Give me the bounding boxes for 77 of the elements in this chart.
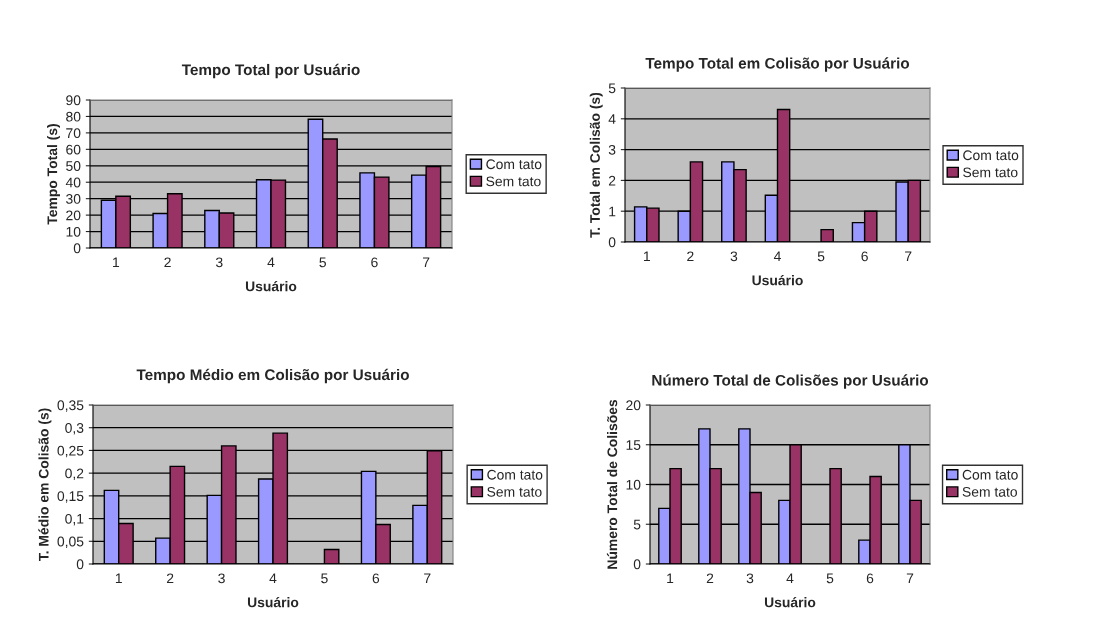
legend-label: Sem tato [963,167,1018,178]
legend-label: Sem tato [486,176,541,187]
x-tick-label: 6 [866,573,874,584]
x-tick-label: 1 [643,251,650,262]
y-tick-label: 20 [626,400,641,411]
x-tick-label: 2 [687,251,694,262]
x-tick-label: 3 [218,573,225,584]
x-tick-label: 6 [372,573,380,584]
x-tick-label: 2 [706,573,714,584]
y-tick-label: 0 [73,243,81,254]
y-tick-label: 50 [66,161,81,171]
y-axis-title: Tempo Total (s) [47,124,60,225]
chart-title: Tempo Médio em Colisão por Usuário [136,368,409,384]
y-tick-label: 80 [66,111,81,122]
y-tick-label: 0,25 [57,445,84,458]
legend-label: Sem tato [962,486,1017,497]
y-axis-title: T. Total em Colisão (s) [589,92,603,238]
legend-label: Sem tato [487,486,542,497]
x-tick-label: 4 [269,573,277,584]
y-tick-label: 60 [66,144,81,155]
y-tick-label: 0,15 [57,491,84,503]
y-tick-label: 15 [626,440,641,450]
y-tick-label: 70 [66,128,81,139]
x-axis-title: Usuário [764,596,816,608]
y-tick-label: 0 [633,559,641,570]
y-tick-label: 0 [608,237,616,248]
x-tick-label: 1 [667,573,674,584]
x-tick-label: 4 [267,257,275,268]
x-tick-label: 7 [905,251,912,262]
y-tick-label: 5 [633,519,641,530]
legend-label: Com tato [486,159,542,170]
x-tick-label: 3 [215,257,223,268]
x-tick-label: 3 [730,251,738,262]
y-tick-label: 0,05 [57,536,84,549]
y-tick-label: 90 [66,95,81,106]
y-tick-label: 0,35 [57,400,84,412]
chart-title: Tempo Total em Colisão por Usuário [645,57,910,72]
y-axis-title: T. Médio em Colisão (s) [38,408,52,562]
x-tick-label: 3 [746,573,754,584]
x-tick-label: 5 [321,573,328,584]
y-tick-label: 0 [76,559,84,570]
y-tick-label: 10 [626,479,641,490]
x-tick-label: 5 [319,257,326,268]
x-tick-label: 7 [906,573,914,584]
x-axis-title: Usuário [752,274,803,286]
legend-label: Com tato [962,469,1018,480]
y-tick-label: 0,2 [65,468,84,480]
legend-label: Com tato [487,469,543,480]
x-tick-label: 4 [773,251,781,262]
x-tick-label: 1 [113,257,120,268]
x-tick-label: 2 [166,573,174,584]
y-tick-label: 10 [66,226,81,237]
y-tick-label: 2 [608,175,616,186]
x-tick-label: 5 [826,573,834,584]
x-tick-label: 5 [817,251,825,262]
x-tick-label: 1 [115,573,122,584]
chart-title: Número Total de Colisões por Usuário [652,374,929,389]
y-tick-label: 20 [66,210,81,221]
y-tick-label: 3 [608,144,616,155]
y-tick-label: 4 [608,114,616,124]
y-tick-label: 0,1 [65,513,84,526]
y-tick-label: 5 [608,83,616,94]
x-axis-title: Usuário [247,596,299,608]
x-tick-label: 7 [424,573,431,584]
legend-label: Com tato [963,150,1019,161]
y-axis-title: Número Total de Colisões [606,399,618,569]
x-tick-label: 6 [371,257,378,268]
y-tick-label: 0,3 [65,423,84,435]
x-tick-label: 4 [786,573,794,584]
chart-title: Tempo Total por Usuário [181,63,360,79]
y-tick-label: 30 [66,194,81,204]
x-axis-title: Usuário [245,280,297,292]
y-tick-label: 40 [65,177,81,188]
y-tick-label: 1 [609,206,616,217]
x-tick-label: 6 [861,251,868,262]
x-tick-label: 7 [422,257,430,268]
x-tick-label: 2 [164,257,171,268]
